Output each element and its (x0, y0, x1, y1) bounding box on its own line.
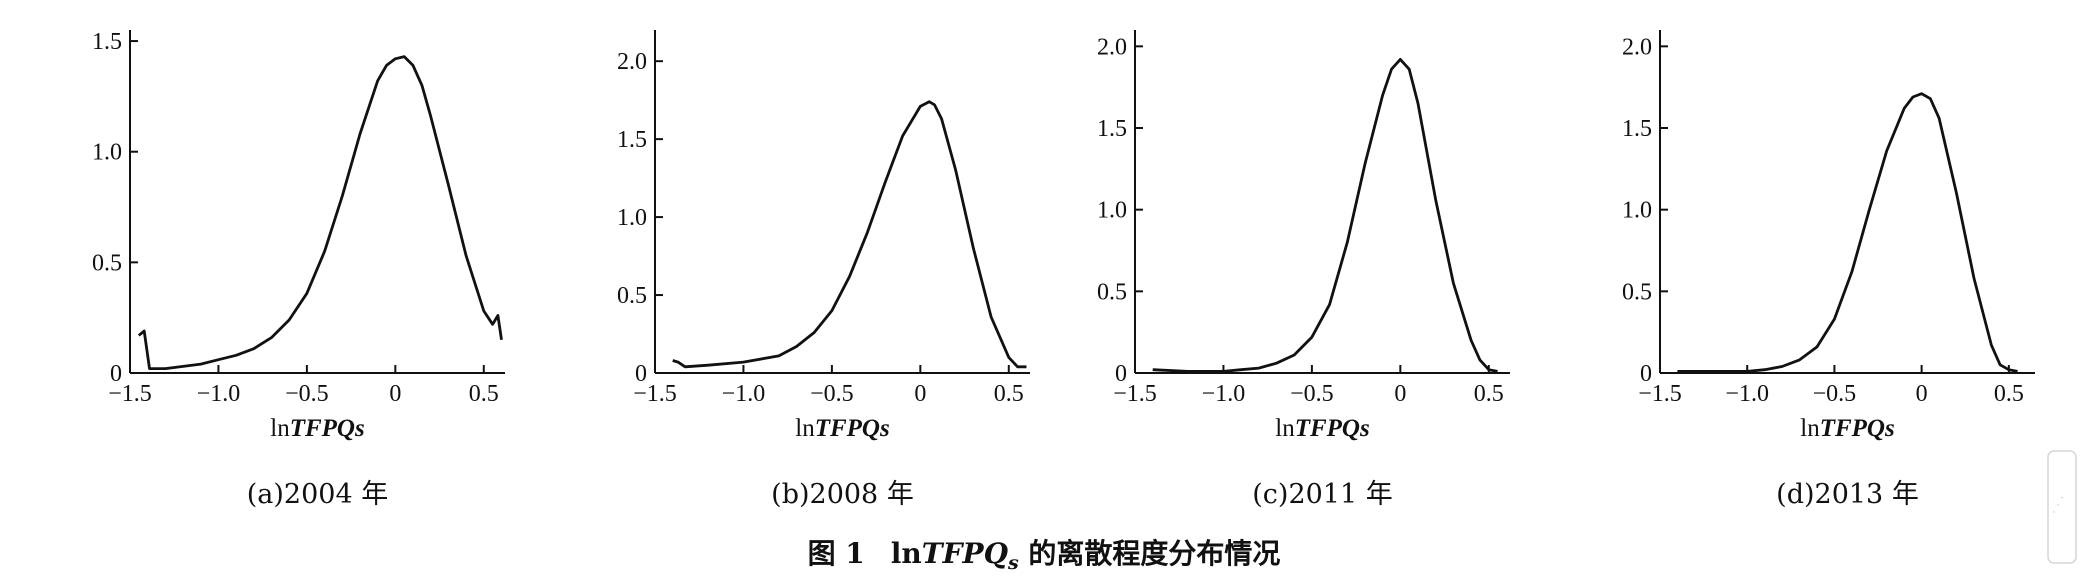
figure-caption-prefix: ln (891, 537, 922, 570)
x-tick-label: −1.0 (1202, 381, 1246, 407)
x-tick-label: −0.5 (1813, 381, 1857, 407)
y-tick-label: 1.5 (1097, 116, 1127, 142)
panel-caption-d: (d)2013 年 (1776, 479, 1919, 510)
x-axis-label: lnTFPQs (795, 415, 889, 442)
figure-caption-var: TFPQ (922, 537, 1008, 570)
y-tick-label: 1.5 (92, 29, 122, 55)
x-tick-label: −1.5 (1113, 381, 1157, 407)
y-tick-label: 1.0 (617, 205, 647, 231)
x-tick-label: −0.5 (810, 381, 854, 407)
svg-text:· · ·: · · · (2047, 493, 2070, 518)
y-tick-label: 0 (635, 361, 647, 387)
chart-panel-b: 0 0.5 1.0 1.5 2.0 −1.5 −1.0 −0.5 0 0.5 lnTFPQs (b)2… (617, 30, 1030, 510)
x-tick-label: 0.5 (1994, 381, 2024, 407)
x-tick-label: 0 (1394, 381, 1406, 407)
chart-panel-a: 0 0.5 1.0 1.5 −1.5 −1.0 −0.5 0 0.5 lnTFPQs (a)2004… (92, 29, 505, 510)
y-tick-label: 0 (110, 361, 122, 387)
y-tick-label: 0 (1115, 361, 1127, 387)
density-curve (1152, 58, 1498, 373)
y-tick-label: 0.5 (92, 250, 122, 276)
x-tick-label: −1.0 (197, 381, 241, 407)
y-tick-label: 0.5 (617, 283, 647, 309)
y-tick-label: 0.5 (1097, 279, 1127, 305)
panel-caption-b: (b)2008 年 (771, 479, 914, 510)
x-tick-label: −1.5 (1638, 381, 1682, 407)
figure-caption-sub: s (1007, 552, 1019, 574)
x-tick-label: −1.5 (108, 381, 152, 407)
x-tick-label: 0 (389, 381, 401, 407)
chart-panel-c: 0 0.5 1.0 1.5 2.0 −1.5 −1.0 −0.5 0 0.5 lnTFPQs (c)2… (1097, 30, 1510, 510)
chart-panel-d: 0 0.5 1.0 1.5 2.0 −1.5 −1.0 −0.5 0 0.5 lnTFPQs (d)2… (1622, 30, 2035, 510)
x-tick-label: 0.5 (994, 381, 1024, 407)
x-tick-label: −1.0 (1725, 381, 1769, 407)
y-tick-label: 2.0 (1622, 34, 1652, 60)
panel-caption-c: (c)2011 年 (1252, 479, 1392, 510)
x-axis-label: lnTFPQs (270, 415, 364, 442)
y-tick-label: 1.0 (92, 140, 122, 166)
chart-panels: 0 0.5 1.0 1.5 −1.5 −1.0 −0.5 0 0.5 lnTFPQs (a)2004… (92, 29, 2035, 510)
y-tick-label: 0.5 (1622, 279, 1652, 305)
y-tick-label: 0 (1640, 361, 1652, 387)
y-tick-label: 1.0 (1097, 198, 1127, 224)
x-tick-label: 0 (914, 381, 926, 407)
x-tick-label: −1.0 (722, 381, 766, 407)
figure-caption-label: 图 1 (808, 537, 865, 570)
watermark-seal: · · · (2047, 450, 2077, 564)
panel-caption-a: (a)2004 年 (247, 479, 388, 510)
y-tick-label: 2.0 (617, 49, 647, 75)
y-tick-label: 1.5 (617, 127, 647, 153)
x-axis-label: lnTFPQs (1800, 415, 1894, 442)
x-tick-label: −1.5 (633, 381, 677, 407)
x-tick-label: −0.5 (285, 381, 329, 407)
y-tick-label: 1.5 (1622, 116, 1652, 142)
figure-caption: 图 1 lnTFPQs 的离散程度分布情况 (808, 537, 1281, 574)
y-tick-label: 2.0 (1097, 34, 1127, 60)
x-tick-label: 0 (1916, 381, 1928, 407)
x-tick-label: −0.5 (1290, 381, 1334, 407)
x-tick-label: 0.5 (1474, 381, 1504, 407)
density-curve (137, 55, 503, 371)
x-axis-label: lnTFPQs (1275, 415, 1369, 442)
density-curve (1677, 92, 2018, 373)
y-tick-label: 1.0 (1622, 198, 1652, 224)
density-curve (672, 100, 1027, 369)
figure-caption-suffix: 的离散程度分布情况 (1019, 537, 1281, 570)
x-tick-label: 0.5 (469, 381, 499, 407)
